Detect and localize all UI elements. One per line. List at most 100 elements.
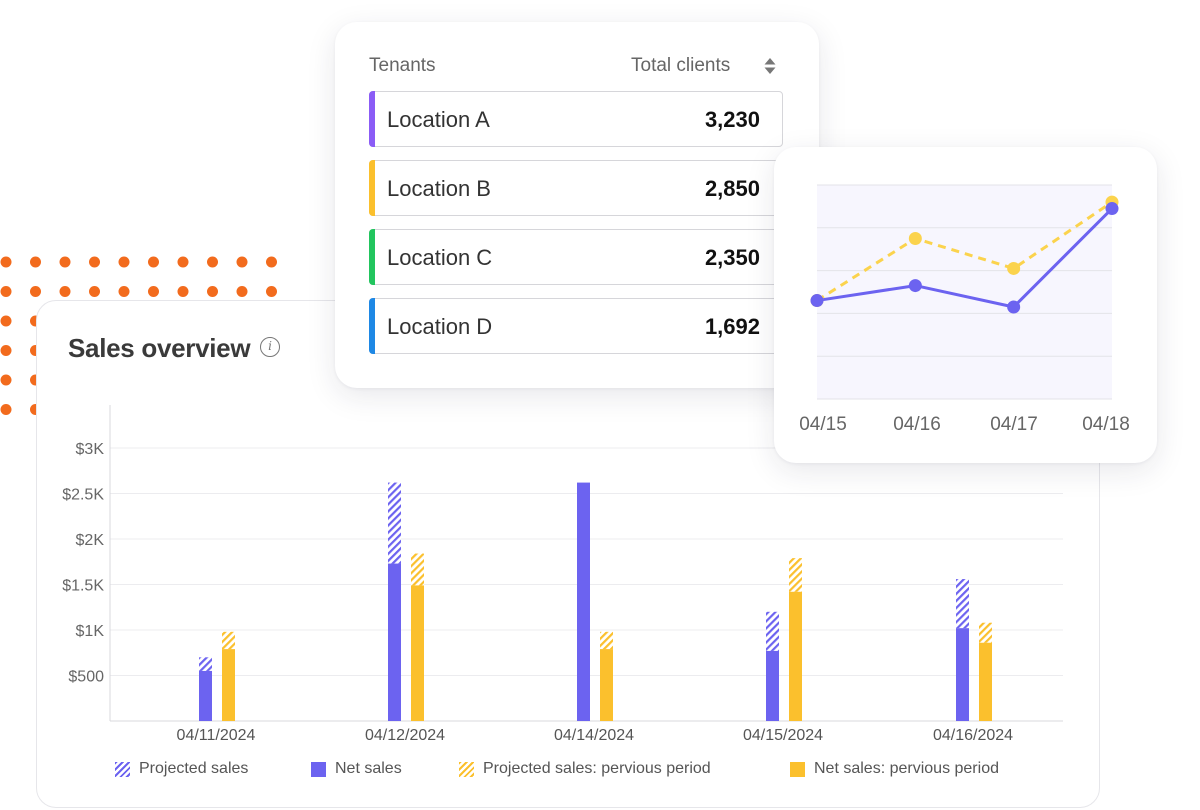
decor-dot bbox=[118, 286, 130, 297]
sort-icon[interactable] bbox=[763, 56, 777, 76]
tenant-row-location-a[interactable]: Location A 3,230 bbox=[369, 91, 783, 147]
tenant-clients: 2,350 bbox=[704, 245, 760, 270]
bar-net-sales bbox=[577, 482, 590, 721]
decor-dot bbox=[89, 256, 100, 268]
legend-swatch-hatched-purple bbox=[115, 761, 130, 777]
tenant-row-location-d[interactable]: Location D 1,692 bbox=[369, 298, 783, 354]
tenant-color-bar bbox=[369, 298, 375, 354]
point-current bbox=[1105, 202, 1119, 216]
bar-net-previous bbox=[979, 642, 992, 721]
bar-net-previous bbox=[789, 591, 802, 721]
tenant-color-bar bbox=[369, 91, 375, 147]
y-tick-label: $2.5K bbox=[62, 487, 104, 504]
bar-projected-sales bbox=[766, 611, 779, 651]
bar-projected-sales bbox=[199, 657, 212, 671]
decor-dot bbox=[0, 286, 12, 297]
tenant-clients: 1,692 bbox=[704, 314, 760, 339]
bar-projected-previous bbox=[411, 553, 424, 586]
bar-projected-sales bbox=[388, 482, 401, 564]
decor-dot bbox=[236, 286, 248, 297]
bar-net-sales bbox=[388, 563, 401, 721]
legend-label: Projected sales: pervious period bbox=[483, 760, 711, 777]
line-series-current bbox=[816, 207, 1114, 309]
legend-swatch-purple bbox=[311, 761, 326, 777]
bar-projected-previous bbox=[789, 558, 802, 592]
bar-net-previous bbox=[600, 649, 613, 721]
y-tick-label: $500 bbox=[68, 669, 104, 686]
legend-label: Net sales: pervious period bbox=[814, 760, 999, 777]
sales-overview-title: Sales overview bbox=[68, 333, 251, 363]
tenant-clients: 3,230 bbox=[704, 107, 760, 132]
decor-dot bbox=[0, 404, 12, 415]
legend-projected-sales[interactable]: Projected sales bbox=[115, 760, 248, 778]
bar-projected-previous bbox=[600, 631, 613, 650]
x-tick-label: 04/18 bbox=[1082, 414, 1130, 435]
decor-dot bbox=[207, 256, 218, 268]
decor-dot bbox=[177, 286, 189, 297]
x-tick-label: 04/11/2024 bbox=[177, 727, 256, 744]
info-icon[interactable]: i bbox=[260, 337, 280, 357]
point-previous bbox=[1007, 261, 1021, 275]
bar-net-sales bbox=[956, 628, 969, 721]
x-tick-label: 04/16/2024 bbox=[933, 727, 1013, 744]
tenant-row-location-c[interactable]: Location C 2,350 bbox=[369, 229, 783, 285]
decor-dot bbox=[148, 286, 159, 297]
decor-dot bbox=[0, 345, 12, 356]
tenants-header: Tenants bbox=[369, 55, 436, 76]
decor-dot bbox=[59, 286, 71, 297]
x-tick-label: 04/16 bbox=[893, 414, 941, 435]
plot-area bbox=[817, 185, 1112, 399]
bar-net-previous bbox=[411, 585, 424, 721]
tenant-name: Location C bbox=[387, 245, 493, 270]
y-tick-label: $1K bbox=[76, 623, 105, 640]
x-tick-label: 04/15 bbox=[799, 414, 847, 435]
x-tick-label: 04/12/2024 bbox=[365, 727, 445, 744]
bar-net-sales bbox=[199, 670, 212, 721]
tenant-row-location-b[interactable]: Location B 2,850 bbox=[369, 160, 783, 216]
tenant-color-bar bbox=[369, 229, 375, 285]
decor-dot bbox=[89, 286, 100, 297]
tenant-name: Location B bbox=[387, 176, 491, 201]
decor-dot bbox=[30, 256, 41, 268]
total-clients-header[interactable]: Total clients bbox=[631, 55, 731, 76]
chart-legend: Projected sales Net sales Projected sale… bbox=[0, 760, 1200, 782]
y-tick-label: $2K bbox=[76, 532, 105, 549]
bar-net-previous bbox=[222, 649, 235, 721]
decor-dot bbox=[177, 256, 189, 268]
decor-dot bbox=[236, 256, 248, 268]
decor-dot bbox=[118, 256, 130, 268]
point-current bbox=[908, 279, 922, 293]
point-previous bbox=[908, 232, 922, 245]
decor-dot bbox=[0, 315, 12, 327]
legend-swatch-hatched-yellow bbox=[459, 761, 474, 777]
x-tick-label: 04/14/2024 bbox=[554, 727, 634, 744]
x-tick-label: 04/15/2024 bbox=[743, 727, 823, 744]
point-current bbox=[810, 294, 824, 308]
point-current bbox=[1007, 300, 1021, 314]
tenant-color-bar bbox=[369, 160, 375, 216]
legend-net-previous[interactable]: Net sales: pervious period bbox=[790, 760, 999, 778]
decor-dot bbox=[207, 286, 218, 297]
legend-net-sales[interactable]: Net sales bbox=[311, 760, 402, 778]
decor-dot bbox=[148, 256, 159, 268]
legend-label: Net sales bbox=[335, 760, 402, 777]
bar-projected-previous bbox=[979, 622, 992, 643]
legend-projected-previous[interactable]: Projected sales: pervious period bbox=[459, 760, 711, 778]
decor-dot bbox=[266, 256, 277, 268]
decor-dot bbox=[30, 286, 41, 297]
decor-dot bbox=[0, 374, 12, 386]
x-tick-label: 04/17 bbox=[990, 414, 1038, 435]
decor-dot bbox=[59, 256, 71, 268]
tenant-name: Location D bbox=[387, 314, 493, 339]
trend-line-chart: 04/15 04/16 04/17 04/18 bbox=[799, 184, 1130, 435]
y-tick-label: $1.5K bbox=[62, 578, 104, 595]
bar-projected-sales bbox=[956, 579, 969, 629]
line-series-previous bbox=[816, 200, 1113, 302]
legend-label: Projected sales bbox=[139, 760, 249, 777]
bar-net-sales bbox=[766, 650, 779, 721]
decor-dot bbox=[266, 286, 277, 297]
tenant-clients: 2,850 bbox=[704, 176, 760, 201]
y-tick-label: $3K bbox=[76, 441, 105, 458]
decor-dot bbox=[0, 256, 12, 268]
bar-projected-previous bbox=[222, 631, 235, 650]
